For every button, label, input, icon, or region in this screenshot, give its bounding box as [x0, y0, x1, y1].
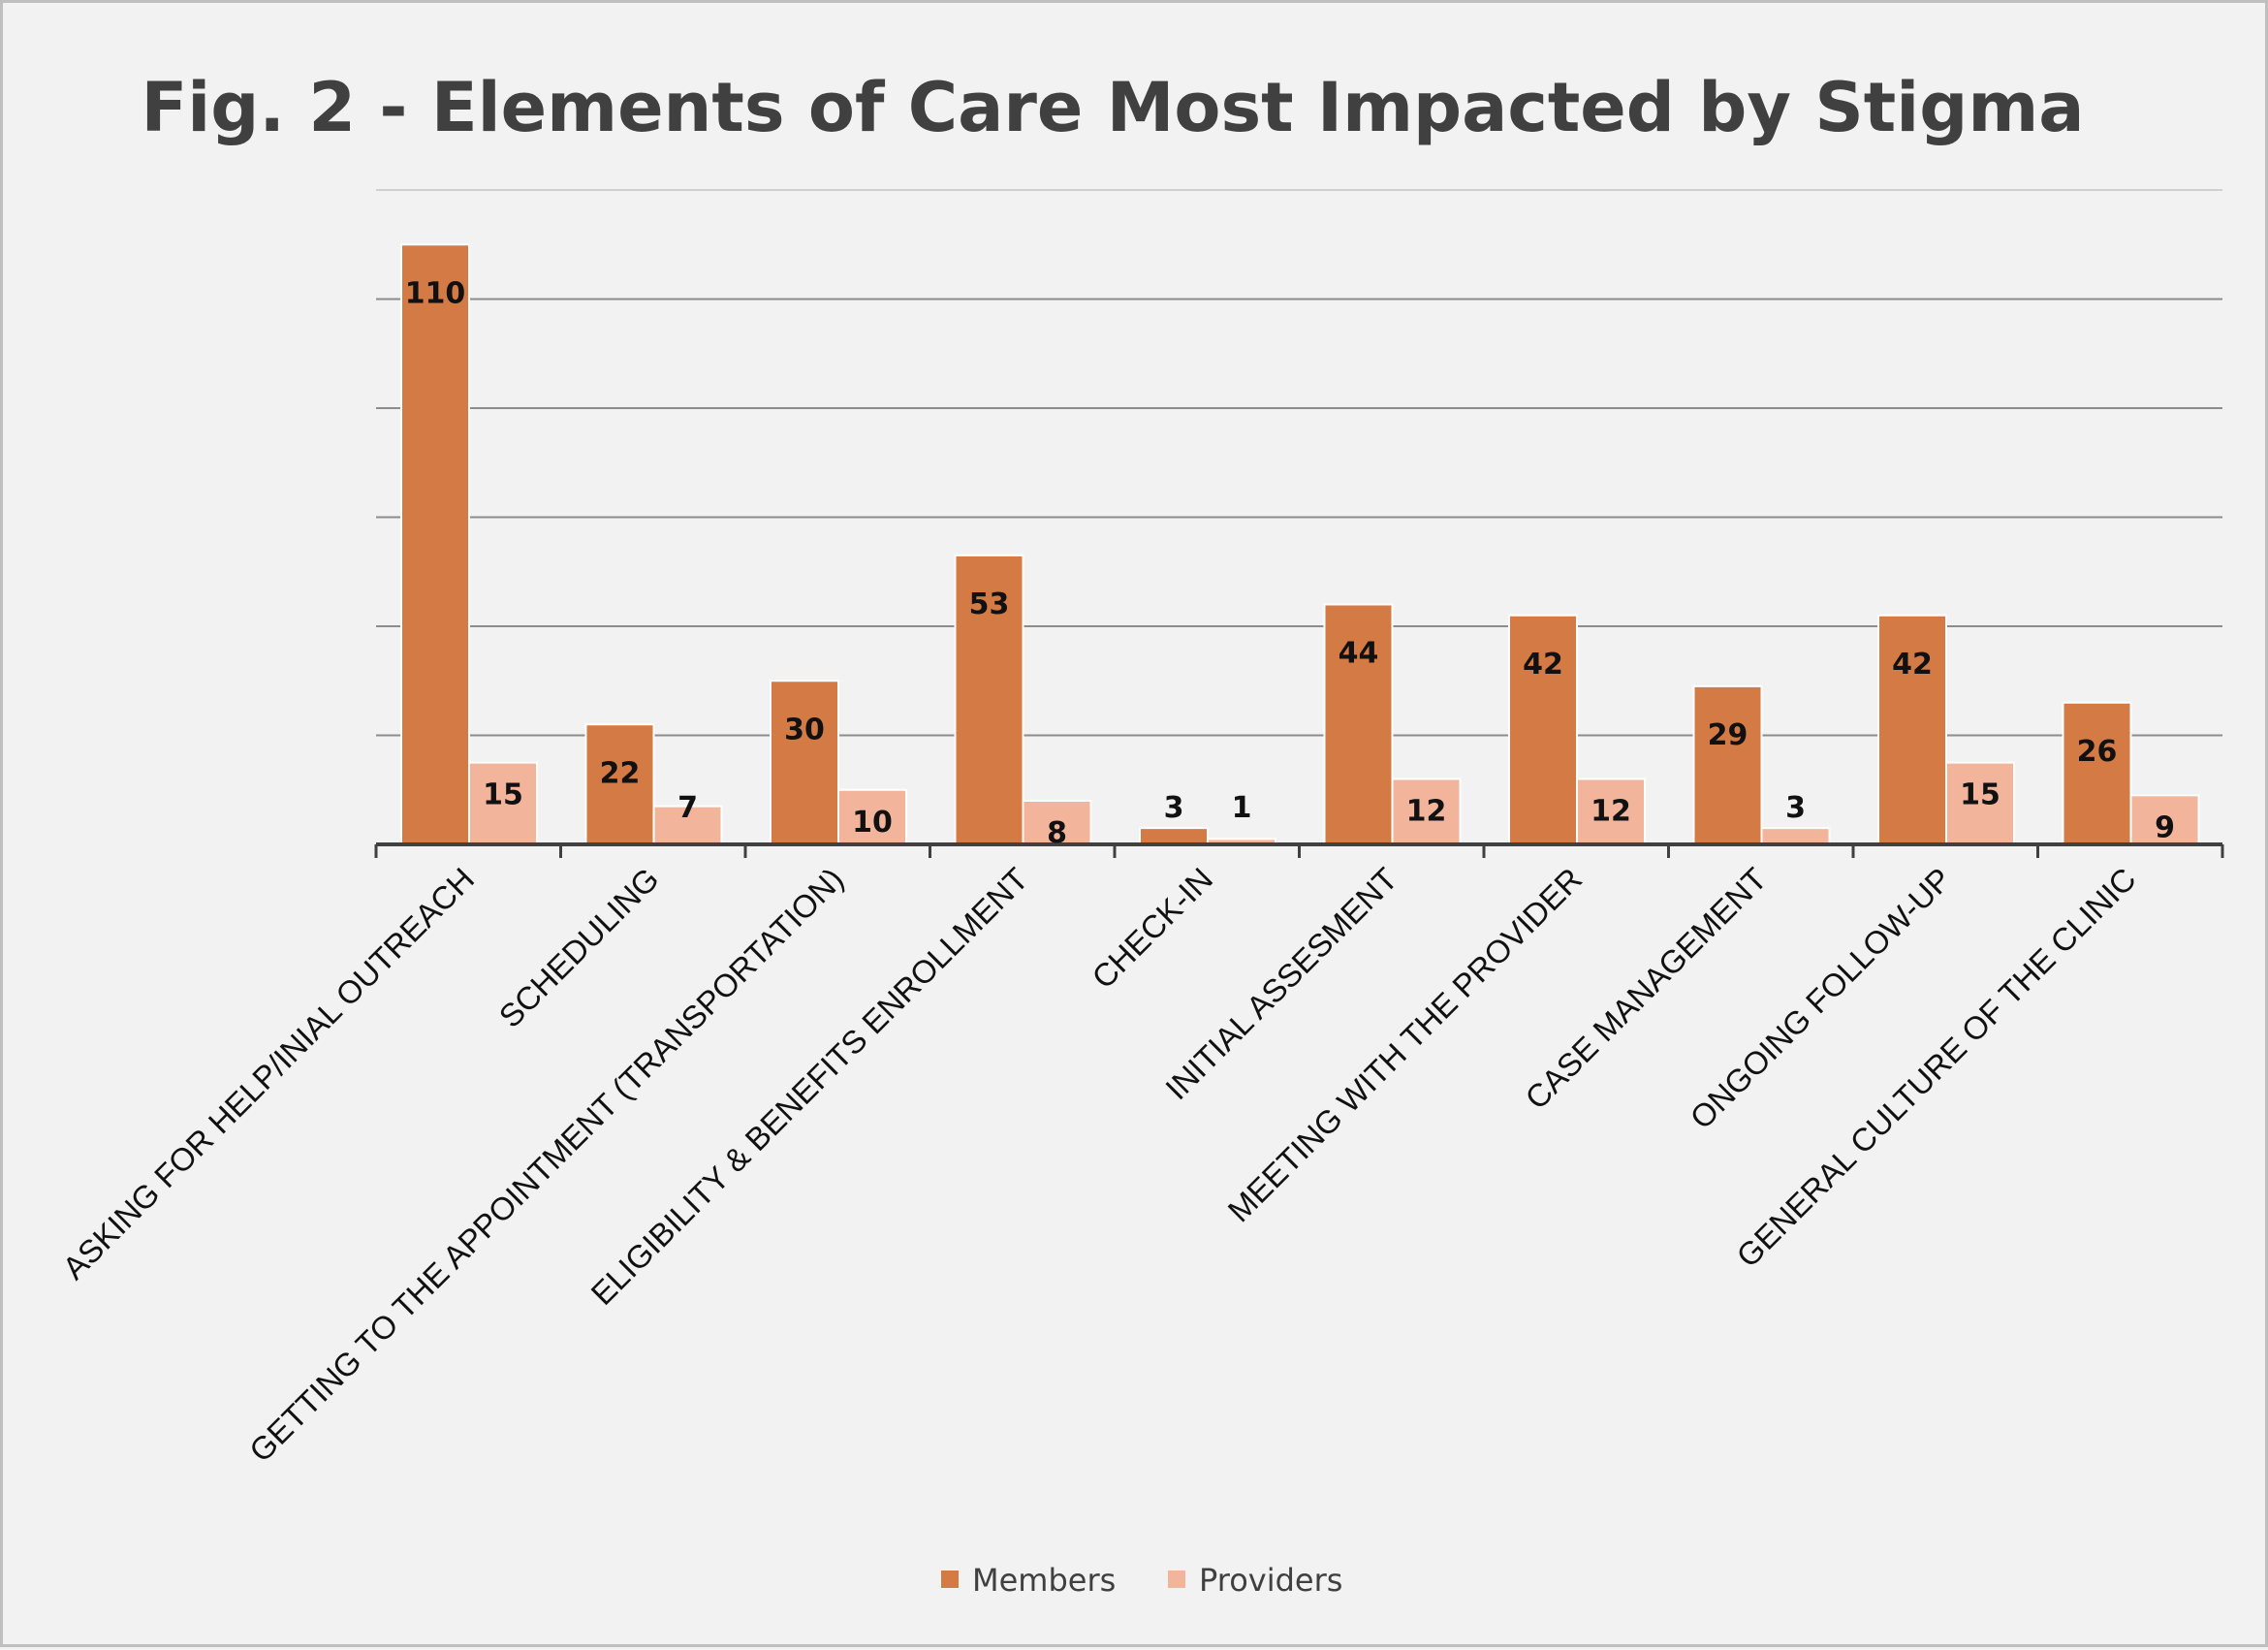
data-label-providers-8: 15 [1960, 778, 2000, 812]
bars [400, 243, 2200, 845]
data-label-members-3: 53 [969, 587, 1010, 621]
data-label-members-2: 30 [784, 713, 825, 746]
data-labels: 110 15 22 7 30 10 53 8 3 1 44 12 42 12 29 3 42 15 26 9 [405, 276, 2175, 850]
x-axis [374, 842, 2224, 858]
data-label-members-4: 3 [1164, 791, 1184, 825]
legend-label-members: Members [972, 1562, 1116, 1599]
legend-label-providers: Providers [1199, 1562, 1342, 1599]
data-label-providers-9: 9 [2155, 810, 2175, 844]
data-label-providers-3: 8 [1047, 816, 1067, 850]
category-labels: ASKING FOR HELP/INIAL OUTREACH SCHEDULING… [55, 861, 2142, 1469]
data-label-providers-0: 15 [483, 778, 523, 812]
data-label-providers-5: 12 [1406, 795, 1447, 829]
bar-providers-5 [1391, 777, 1462, 845]
data-label-members-7: 29 [1708, 718, 1748, 752]
bar-providers-6 [1576, 777, 1646, 845]
data-label-providers-7: 3 [1785, 791, 1806, 825]
data-label-members-6: 42 [1523, 648, 1563, 682]
bar-members-2 [770, 680, 839, 845]
bar-members-1 [584, 723, 655, 845]
data-label-members-1: 22 [600, 756, 641, 790]
category-label-4: CHECK-IN [1085, 861, 1219, 996]
category-label-3: ELIGIBILITY & BENEFITS ENROLLMENT [583, 861, 1034, 1312]
category-label-0: ASKING FOR HELP/INIAL OUTREACH [55, 861, 481, 1286]
data-label-members-0: 110 [405, 276, 466, 310]
bar-members-6 [1508, 614, 1578, 845]
legend-swatch-providers [1168, 1571, 1185, 1588]
category-label-1: SCHEDULING [492, 861, 666, 1034]
data-label-members-5: 44 [1339, 637, 1379, 671]
bar-members-7 [1692, 684, 1763, 845]
bar-providers-7 [1760, 827, 1831, 845]
bar-members-3 [954, 554, 1024, 845]
category-label-2: GETTING TO THE APPOINTMENT (TRANSPORTATI… [242, 861, 850, 1469]
data-label-providers-4: 1 [1232, 791, 1252, 825]
chart-title: Fig. 2 - Elements of Care Most Impacted … [141, 68, 2084, 147]
bar-members-9 [2062, 701, 2132, 845]
bar-providers-3 [1022, 800, 1092, 845]
legend-swatch-members [941, 1571, 959, 1588]
chart-svg: Fig. 2 - Elements of Care Most Impacted … [55, 68, 2224, 1599]
legend: Members Providers [941, 1562, 1342, 1599]
data-label-members-9: 26 [2077, 735, 2118, 769]
bar-members-8 [1877, 614, 1947, 845]
category-label-6: MEETING WITH THE PROVIDER [1221, 861, 1590, 1229]
data-label-providers-2: 10 [852, 806, 893, 840]
category-label-9: GENERAL CULTURE OF THE CLINIC [1729, 861, 2142, 1274]
bar-members-4 [1139, 827, 1209, 845]
bar-members-0 [400, 243, 470, 845]
data-label-members-8: 42 [1892, 648, 1933, 682]
data-label-providers-6: 12 [1591, 795, 1631, 829]
data-label-providers-1: 7 [677, 791, 698, 825]
bar-providers-1 [652, 805, 723, 845]
